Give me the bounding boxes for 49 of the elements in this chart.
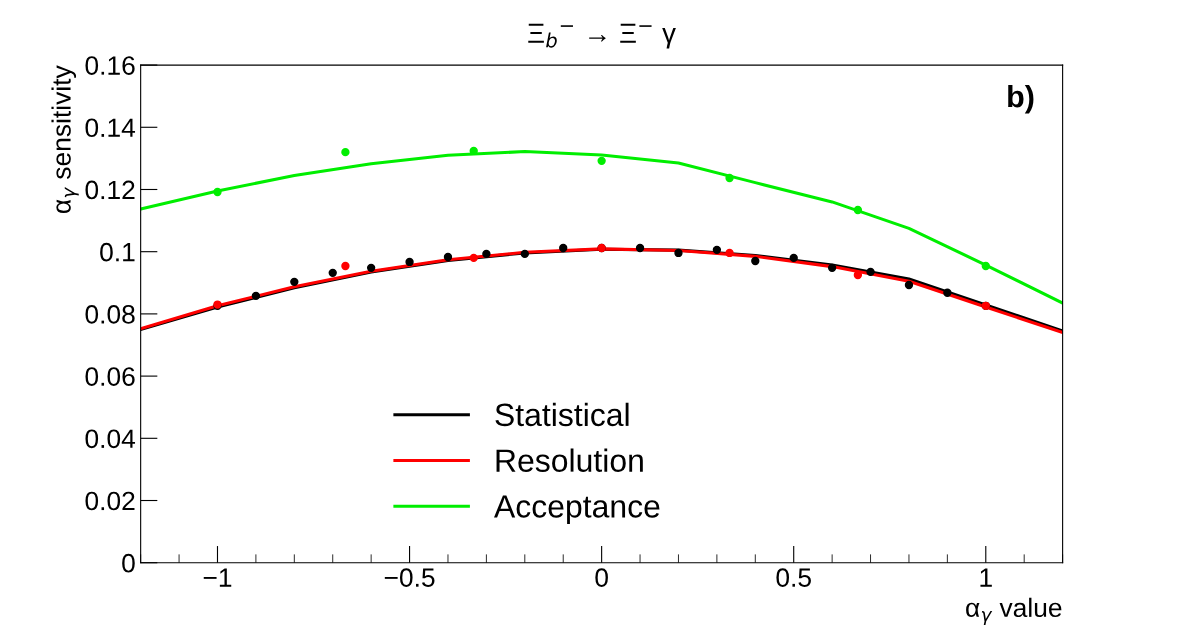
legend-label: Statistical	[495, 402, 629, 427]
x-tick-label: −1	[203, 568, 232, 587]
point	[635, 243, 645, 253]
y-tick-label: 0.02	[85, 491, 135, 511]
point	[751, 256, 760, 266]
x-tick-label: 0.5	[776, 568, 811, 587]
chart-title: Ξ$_{b}$$^{−}$ → Ξ$^{−}$ γ	[528, 23, 676, 49]
point	[341, 261, 350, 271]
point	[597, 156, 606, 166]
y-tick-label: 0.1	[100, 242, 135, 262]
point	[827, 263, 837, 273]
point	[405, 257, 414, 267]
point	[520, 249, 529, 259]
point	[251, 291, 261, 301]
point	[482, 249, 491, 259]
point	[981, 261, 990, 271]
legend-label: Acceptance	[494, 495, 660, 525]
point	[290, 277, 299, 287]
x-axis-title: α$_{γ}$ value	[966, 597, 1062, 626]
y-axis-title: α$_{γ}$ sensitivity	[51, 65, 79, 214]
point	[789, 253, 798, 263]
y-tick-label: 0.04	[85, 429, 136, 449]
point	[853, 205, 863, 215]
y-tick-label: 0.06	[85, 367, 135, 386]
x-tick-label: −0.5	[384, 568, 435, 587]
point	[725, 248, 734, 258]
point	[213, 187, 222, 197]
point	[674, 248, 683, 258]
point	[559, 243, 568, 253]
point	[712, 245, 722, 254]
legend-label: Resolution	[496, 448, 643, 472]
line-series	[140, 150, 1063, 305]
point	[943, 288, 952, 297]
point	[443, 252, 453, 262]
y-tick-label: 0.16	[85, 56, 135, 75]
y-tick-label: 0	[122, 553, 135, 573]
point	[866, 267, 875, 277]
point	[904, 280, 914, 290]
y-tick-label: 0.12	[85, 180, 135, 200]
annotation: b)	[1008, 84, 1034, 114]
point	[366, 263, 376, 273]
point	[725, 173, 734, 183]
x-tick-label: 0	[595, 568, 608, 587]
point	[328, 268, 337, 278]
x-tick-label: 1	[980, 568, 992, 587]
y-tick-label: 0.08	[85, 305, 135, 324]
y-tick-label: 0.14	[85, 118, 136, 138]
point	[341, 147, 350, 157]
point	[469, 253, 478, 263]
